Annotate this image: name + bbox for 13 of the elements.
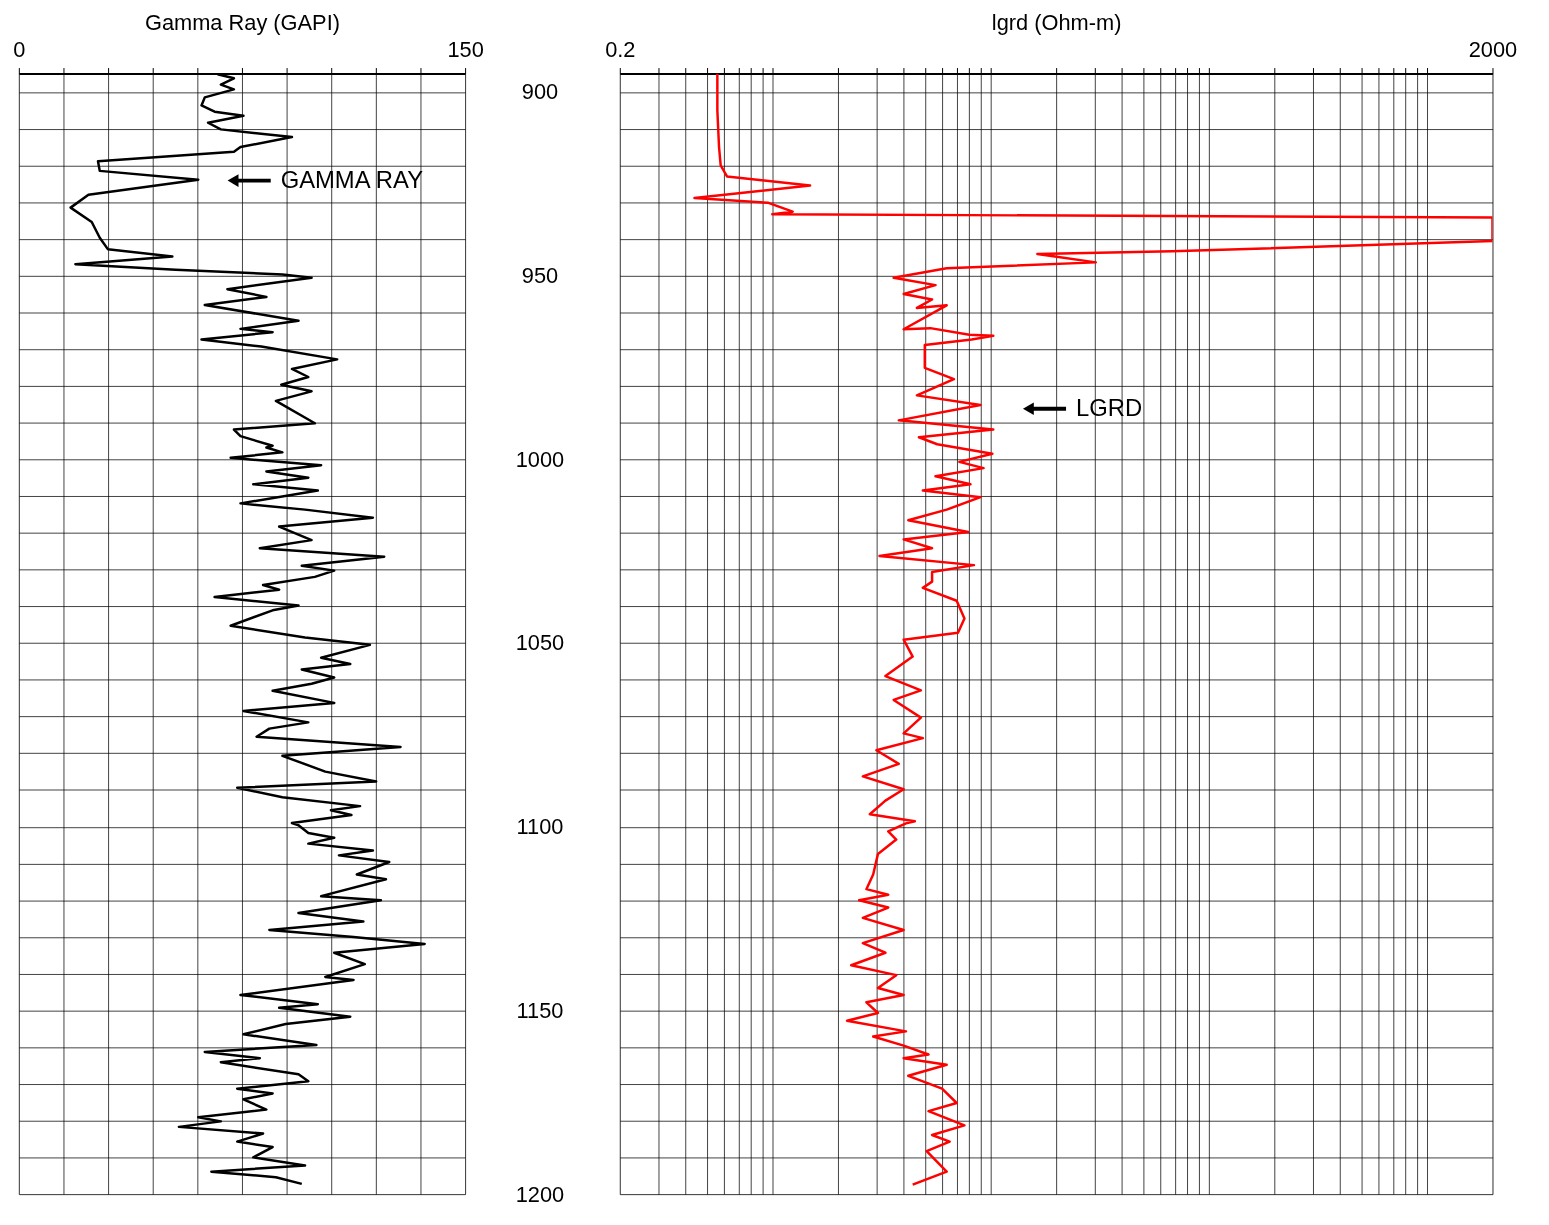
x-axis-title: lgrd (Ohm-m) xyxy=(991,10,1122,36)
x-axis-title: Gamma Ray (GAPI) xyxy=(144,10,340,36)
x-tick-label: 0 xyxy=(13,37,26,63)
y-tick-label: 950 xyxy=(521,263,559,289)
y-tick-label: 1200 xyxy=(515,1181,565,1207)
x-tick-label: 150 xyxy=(447,37,484,63)
y-tick-label: 1000 xyxy=(515,446,565,472)
y-tick-label: 1100 xyxy=(516,814,564,840)
x-tick-label: 0.2 xyxy=(605,37,636,63)
y-tick-label: 1050 xyxy=(515,630,565,656)
y-tick-label: 900 xyxy=(521,79,559,105)
x-tick-label: 2000 xyxy=(1468,37,1518,63)
y-tick-label: 1150 xyxy=(516,997,564,1023)
